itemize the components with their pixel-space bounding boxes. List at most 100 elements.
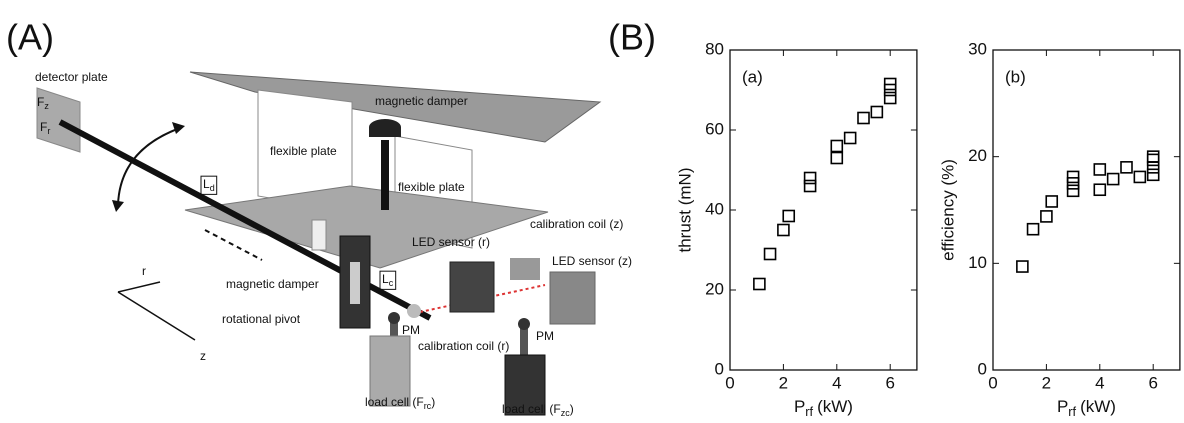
x-tick-label: 4 [832, 373, 841, 392]
diagram-label-tail: ) [570, 402, 574, 416]
page: {"panels": {"A": "(A)", "B": "(B)"}, "di… [0, 0, 1184, 423]
diagram-label: r [142, 264, 146, 278]
diagram-label: calibration coil (r) [418, 339, 509, 353]
coil [407, 304, 421, 318]
diagram-label-main: F [37, 95, 44, 109]
marker [1148, 162, 1159, 173]
diagram-label-sub: z [44, 101, 49, 111]
pm [518, 318, 530, 330]
marker [1094, 184, 1105, 195]
diagram-label: load cell (Fzc) [502, 402, 574, 418]
x-axis-label: Prf(kW) [794, 397, 853, 419]
x-label-sub: rf [805, 404, 813, 419]
arrowhead [112, 200, 124, 212]
diagram-label-main: calibration coil (z) [530, 217, 623, 231]
marker [858, 113, 869, 124]
marker [831, 153, 842, 164]
led-sensor [550, 272, 595, 324]
diagram-label: rotational pivot [222, 312, 301, 326]
x-tick-label: 4 [1095, 373, 1104, 392]
marker [1148, 151, 1159, 162]
diagram-label: z [200, 349, 206, 363]
marker [871, 107, 882, 118]
marker [778, 225, 789, 236]
marker [1046, 196, 1057, 207]
diagram-label: LED sensor (z) [552, 254, 632, 268]
diagram-label-main: rotational pivot [222, 312, 301, 326]
marker [1017, 261, 1028, 272]
diagram-label-main: load cell (F [365, 395, 424, 409]
x-tick-label: 0 [988, 373, 997, 392]
y-tick-label: 0 [715, 359, 724, 378]
diagram-label-main: PM [402, 323, 420, 337]
y-tick-label: 40 [705, 199, 724, 218]
y-tick-label: 10 [968, 253, 987, 272]
marker [1041, 211, 1052, 222]
diagram-label-main: magnetic damper [226, 277, 319, 291]
marker [1148, 169, 1159, 180]
diagram-label-main: r [142, 264, 146, 278]
pivot-part [350, 262, 360, 304]
plot-frame [993, 50, 1180, 370]
x-tick-label: 6 [1148, 373, 1157, 392]
y-tick-label: 20 [968, 146, 987, 165]
x-label-unit: (kW) [817, 397, 853, 416]
diagram-label-main: flexible plate [270, 144, 337, 158]
marker [1108, 174, 1119, 185]
y-tick-label: 80 [705, 39, 724, 58]
panel-label: (B) [608, 17, 656, 58]
diagram-label: Lc [382, 272, 394, 288]
y-axis-label: efficiency (%) [938, 159, 957, 261]
diagram-label-sub: d [210, 183, 215, 193]
marker [1121, 162, 1132, 173]
diagram-label-main: magnetic damper [375, 94, 468, 108]
diagram-label: flexible plate [270, 144, 337, 158]
y-axis-label: thrust (mN) [675, 168, 694, 253]
marker [1068, 171, 1079, 182]
x-tick-label: 0 [725, 373, 734, 392]
diagram-label-sub: c [389, 278, 394, 288]
x-tick-label: 2 [779, 373, 788, 392]
marker [805, 181, 816, 192]
marker [754, 279, 765, 290]
marker [1148, 154, 1159, 165]
panel-label: (b) [1005, 67, 1026, 86]
arrowhead [172, 122, 185, 134]
marker [1094, 164, 1105, 175]
diagram-label: flexible plate [398, 180, 465, 194]
marker [1068, 185, 1079, 196]
marker [885, 93, 896, 104]
x-axis-label: Prf(kW) [1057, 397, 1116, 419]
diagram-label: PM [536, 329, 554, 343]
diagram-label-main: load cell (F [502, 402, 561, 416]
diagram-label-tail: ) [431, 395, 435, 409]
diagram-label-main: flexible plate [398, 180, 465, 194]
marker [805, 173, 816, 184]
diagram-label: LED sensor (r) [412, 235, 490, 249]
diagram-label-main: LED sensor (z) [552, 254, 632, 268]
plot-frame [730, 50, 917, 370]
panel-label: (a) [742, 67, 763, 86]
diagram-label: calibration coil (z) [530, 217, 623, 231]
diagram-label-main: calibration coil (r) [418, 339, 509, 353]
coil [510, 258, 540, 280]
x-label-unit: (kW) [1080, 397, 1116, 416]
led-sensor [450, 262, 494, 312]
marker [1028, 224, 1039, 235]
marker [831, 141, 842, 152]
x-label-main: P [1057, 397, 1068, 416]
diagram-label: detector plate [35, 70, 108, 84]
y-tick-label: 60 [705, 119, 724, 138]
axis-arrow [118, 292, 195, 340]
diagram-label-main: LED sensor (r) [412, 235, 490, 249]
figure: (A) (B) detector plateFzFrmagnetic dampe… [0, 0, 1184, 423]
damper-rod [381, 140, 389, 210]
marker [1068, 178, 1079, 189]
diagram-label: Ld [203, 177, 215, 193]
chart: 0204060800246(a)thrust (mN)Prf(kW) [675, 39, 916, 419]
diagram-label: load cell (Frc) [365, 395, 435, 411]
diagram-label: PM [402, 323, 420, 337]
panel-label: (A) [6, 17, 54, 58]
